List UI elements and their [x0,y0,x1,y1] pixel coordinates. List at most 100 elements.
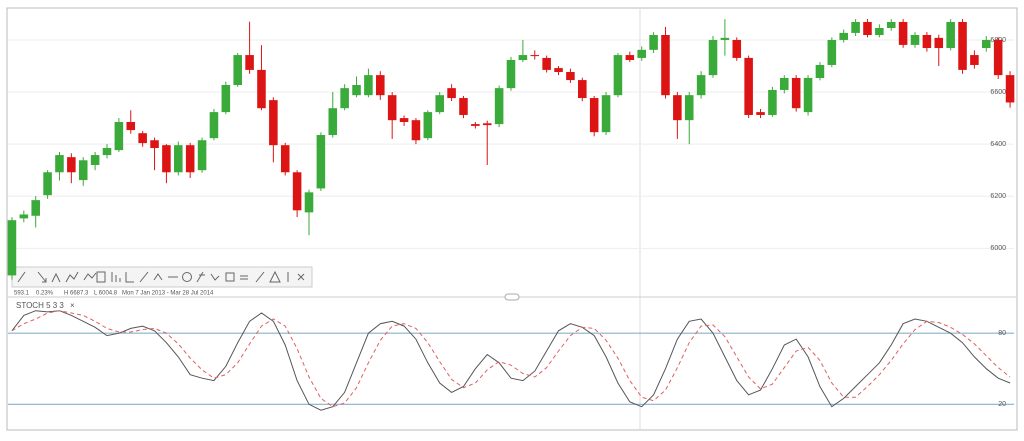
candle-body [613,55,623,96]
candle-body [257,69,266,109]
candle-body [827,39,837,65]
candle-body [1005,75,1015,103]
candle-body [162,145,171,173]
indicator-label: STOCH 5 3 3 [16,301,64,310]
candle-body [815,64,825,78]
candle-body [328,108,338,136]
candle-body [280,145,290,173]
candle-body [589,98,599,133]
tool-path[interactable] [210,273,220,281]
candle-body [245,55,254,70]
y-tick-label: 6000 [990,245,1006,252]
candle-body [269,100,278,146]
candle-body [482,123,492,126]
y-tick-label: 6200 [990,193,1006,200]
candle-body [720,37,730,40]
tool-pencil[interactable] [17,271,26,283]
candle-body [898,21,908,45]
tool-polyline[interactable] [65,271,79,283]
candle-body [625,55,635,61]
tool-circle[interactable] [182,272,192,282]
candle-body [875,27,884,36]
candle-body [839,32,848,40]
tool-line[interactable] [139,271,149,283]
y-tick-label: 6400 [990,141,1006,148]
candle-body [732,39,742,58]
candle-body [304,192,314,213]
candle-body [756,112,765,115]
info-item: L 6004.8 [94,291,118,297]
candle-body [364,75,373,96]
info-item: H 6687.3 [64,291,89,297]
candle-body [209,112,219,139]
indicator-close[interactable]: × [70,301,75,310]
tool-axis[interactable] [125,272,134,283]
candle-body [851,21,860,33]
candle-body [958,21,967,70]
candle-body [708,39,718,76]
candle-body [435,95,444,113]
candle-body [601,95,611,133]
candle-body [387,95,397,121]
candle-body [67,157,76,173]
info-item: Mon 7 Jan 2013 - Mar 28 Jul 2014 [122,291,214,297]
tool-angle[interactable] [153,273,163,281]
resize-handle[interactable] [504,293,520,301]
stoch-line [11,310,1011,408]
candle-body [494,88,504,125]
tool-trend[interactable] [51,272,61,283]
candle-body [352,85,361,96]
tool-rect[interactable] [225,272,235,282]
stoch-line [11,310,1011,411]
tool-fib[interactable] [96,271,106,283]
info-item: 593.1 [14,291,30,297]
tool-arrow[interactable] [37,271,47,283]
candle-body [340,88,349,109]
candle-body [886,21,896,28]
info-item: 0.23% [36,291,54,297]
candle-body [744,57,753,115]
candle-body [863,21,872,36]
tool-triangle[interactable] [269,270,281,283]
tool-pin[interactable] [196,271,205,283]
candle-body [970,55,979,65]
candle-body [185,145,195,173]
candle-body [566,71,575,81]
candle-body [197,140,207,171]
info-bar: 593.1 0.23% H 6687.3 L 6004.8 Mon 7 Jan 2013… [14,291,214,297]
candle-body [506,60,516,89]
candle-body [982,39,991,49]
candle-body [934,37,944,49]
candle-body [292,172,302,211]
candle-body [649,35,658,50]
candle-body [946,21,955,49]
candle-body [316,135,326,189]
tool-close[interactable] [297,273,305,281]
tool-bars[interactable] [111,272,121,282]
candle-body [791,77,801,109]
candle-body [578,80,587,99]
candle-body [78,160,88,181]
tool-wave[interactable] [83,272,97,281]
candle-body [768,89,777,115]
candle-body [922,35,932,49]
candle-body [126,122,136,131]
candle-body [90,155,100,165]
candle-body [423,112,433,139]
candle-body [542,57,551,70]
candle-body [459,98,468,115]
candle-body [411,120,421,141]
candle-body [114,122,124,151]
candle-body [138,133,147,144]
candle-body [696,75,706,96]
tool-text[interactable] [240,275,248,280]
tool-ray[interactable] [255,271,265,283]
candle-body [7,220,17,276]
candle-body [803,77,813,113]
y-tick-label: 20 [998,401,1006,408]
drawing-toolbar [11,266,313,288]
candle-body [19,214,29,219]
candle-body [233,55,242,86]
candle-body [399,118,409,122]
